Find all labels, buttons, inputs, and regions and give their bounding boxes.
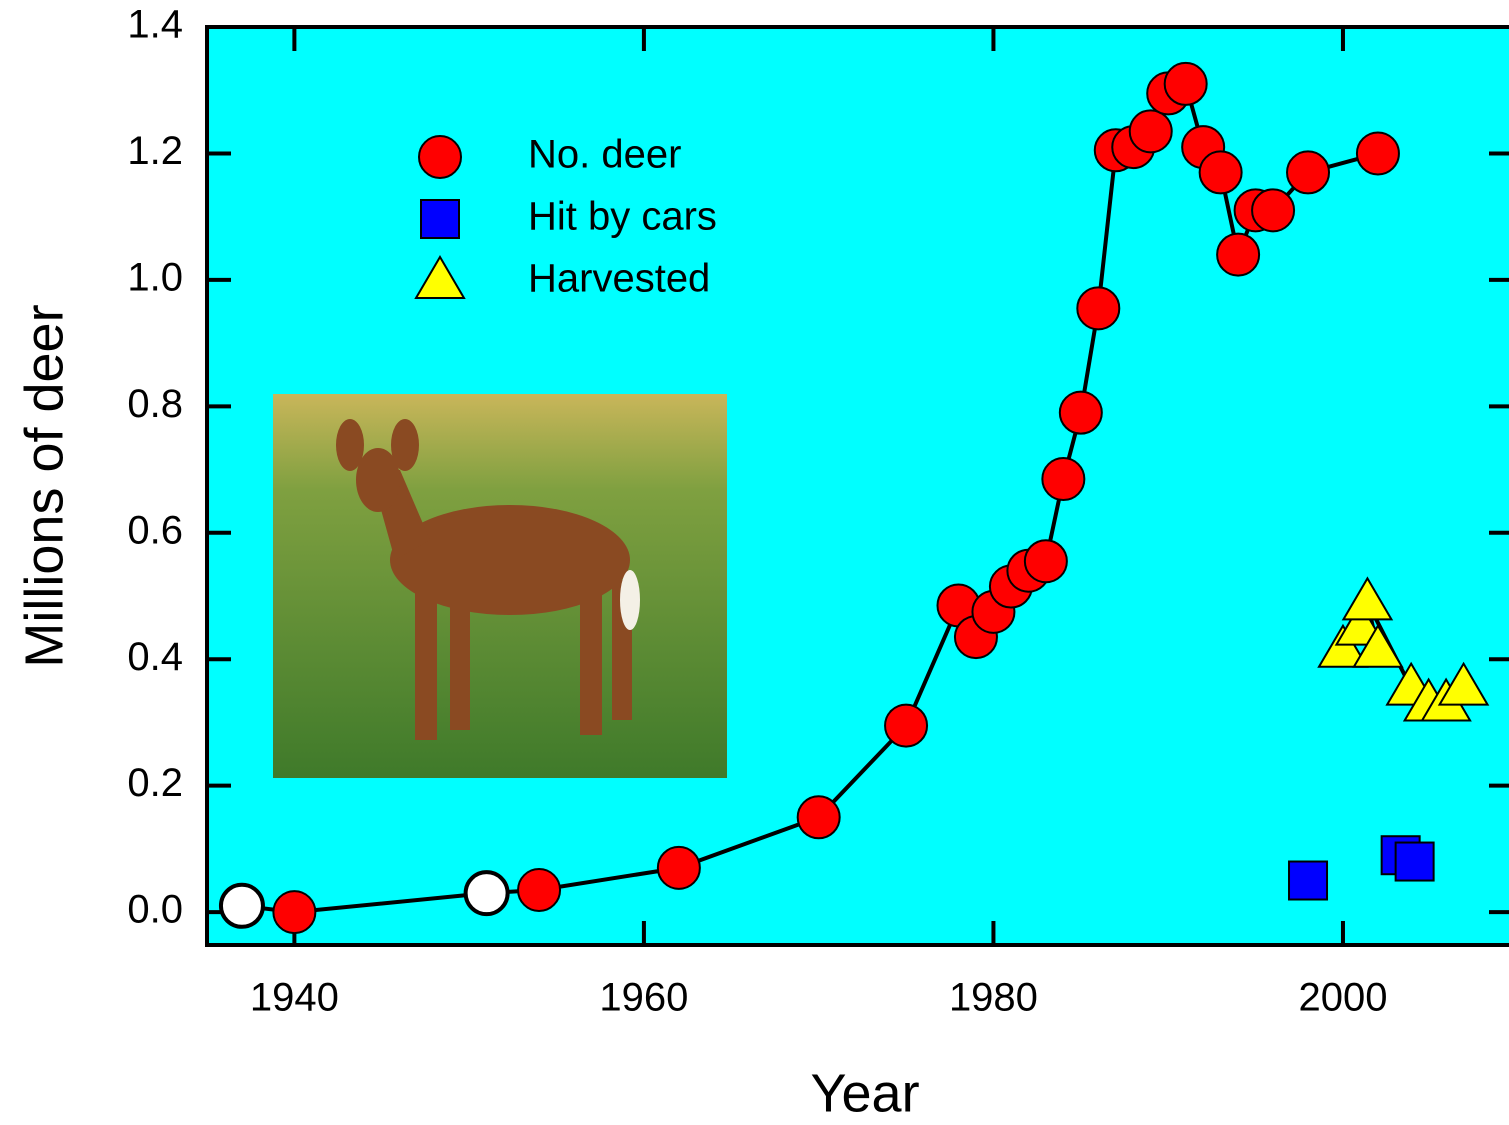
point xyxy=(1286,150,1331,195)
x-tick-label: 1980 xyxy=(949,976,1038,1020)
point xyxy=(1317,623,1369,668)
y-tick-label: 1.4 xyxy=(127,3,183,47)
x-tick-label: 1960 xyxy=(599,976,688,1020)
legend-label: No. deer xyxy=(528,133,681,177)
point xyxy=(1355,131,1400,176)
x-tick-label: 2000 xyxy=(1298,976,1387,1020)
point xyxy=(517,867,562,912)
legend-marker xyxy=(414,255,466,299)
point xyxy=(1251,188,1296,233)
point xyxy=(1216,232,1261,277)
point xyxy=(884,703,929,748)
point xyxy=(656,845,701,890)
point xyxy=(1352,623,1404,668)
point xyxy=(1128,109,1173,154)
point xyxy=(1198,150,1243,195)
point xyxy=(1023,539,1068,584)
point xyxy=(1041,457,1086,502)
y-axis-title: Millions of deer xyxy=(14,304,74,667)
point xyxy=(218,882,265,929)
point xyxy=(1163,61,1208,106)
point xyxy=(463,870,510,917)
x-tick-label: 1940 xyxy=(250,976,339,1020)
point xyxy=(1394,841,1435,882)
legend-marker xyxy=(420,199,460,239)
point xyxy=(272,890,317,935)
point xyxy=(1058,390,1103,435)
y-tick-label: 1.0 xyxy=(127,255,183,299)
point xyxy=(796,795,841,840)
point xyxy=(1341,576,1394,621)
point xyxy=(1437,661,1490,706)
photo xyxy=(273,394,727,778)
y-tick-label: 1.2 xyxy=(127,129,183,173)
legend-marker xyxy=(418,135,462,179)
y-tick-label: 0.0 xyxy=(127,888,183,932)
point xyxy=(1076,286,1121,331)
series-line xyxy=(241,80,1379,915)
point xyxy=(1288,860,1329,901)
legend-label: Harvested xyxy=(528,257,710,301)
y-tick-label: 0.4 xyxy=(127,635,183,679)
y-tick-label: 0.2 xyxy=(127,761,183,805)
legend-label: Hit by cars xyxy=(528,195,717,239)
axis-frame xyxy=(205,25,1509,947)
x-axis-title: Year xyxy=(810,1063,919,1123)
y-tick-label: 0.8 xyxy=(127,382,183,426)
y-tick-label: 0.6 xyxy=(127,508,183,552)
